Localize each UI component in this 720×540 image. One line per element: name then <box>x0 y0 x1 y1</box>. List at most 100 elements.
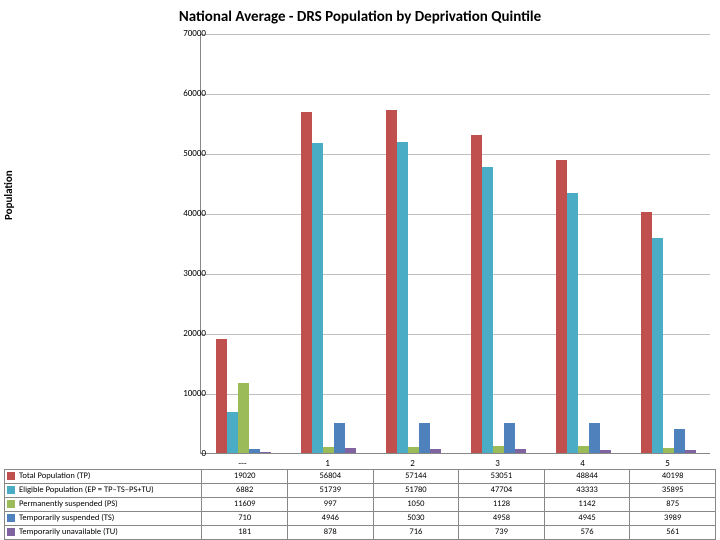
series-name: Temporarily unavailable (TU) <box>19 527 118 537</box>
legend-swatch <box>7 486 15 494</box>
value-cell: 51780 <box>373 484 459 498</box>
bar <box>216 339 227 453</box>
value-cell: 48844 <box>544 470 630 484</box>
value-cell: 181 <box>202 526 288 540</box>
gridline <box>201 214 710 215</box>
legend-swatch <box>7 528 15 536</box>
value-cell: 576 <box>544 526 630 540</box>
bar <box>504 423 515 453</box>
table-row: Permanently suspended (PS)11609997105011… <box>5 498 716 512</box>
gridline <box>201 154 710 155</box>
value-cell: 5030 <box>373 512 459 526</box>
x-tick-label: 2 <box>370 458 455 469</box>
bar <box>652 238 663 453</box>
chart-title: National Average - DRS Population by Dep… <box>0 8 720 26</box>
value-cell: 1142 <box>544 498 630 512</box>
series-name: Total Population (TP) <box>19 471 90 481</box>
y-tick-label: 70000 <box>166 28 206 39</box>
table-row: Temporarily suspended (TS)71049465030495… <box>5 512 716 526</box>
bar <box>430 449 441 453</box>
value-cell: 53051 <box>459 470 545 484</box>
y-axis-label: Population <box>2 170 15 220</box>
value-cell: 43333 <box>544 484 630 498</box>
bar <box>556 160 567 453</box>
series-label-cell: Permanently suspended (PS) <box>5 498 202 512</box>
bar <box>685 450 696 453</box>
value-cell: 739 <box>459 526 545 540</box>
y-tick-label: 20000 <box>166 328 206 339</box>
y-tick-label: 50000 <box>166 148 206 159</box>
gridline <box>201 334 710 335</box>
value-cell: 6882 <box>202 484 288 498</box>
value-cell: 716 <box>373 526 459 540</box>
value-cell: 710 <box>202 512 288 526</box>
value-cell: 1128 <box>459 498 545 512</box>
value-cell: 19020 <box>202 470 288 484</box>
bar <box>589 423 600 453</box>
y-tick-label: 60000 <box>166 88 206 99</box>
value-cell: 561 <box>630 526 716 540</box>
bar <box>515 449 526 453</box>
bar <box>238 383 249 453</box>
x-tick-label: 1 <box>285 458 370 469</box>
series-label-cell: Total Population (TP) <box>5 470 202 484</box>
value-cell: 56804 <box>287 470 373 484</box>
gridline <box>201 394 710 395</box>
value-cell: 4945 <box>544 512 630 526</box>
bar <box>260 452 271 453</box>
bar <box>386 110 397 453</box>
legend-swatch <box>7 514 15 522</box>
y-tick-label: 10000 <box>166 388 206 399</box>
bar <box>567 193 578 453</box>
value-cell: 51739 <box>287 484 373 498</box>
table-row: Total Population (TP) 1902056804571445305… <box>5 470 716 484</box>
bar <box>674 429 685 453</box>
bar <box>663 448 674 453</box>
x-tick-label: --- <box>200 458 285 469</box>
bar <box>323 447 334 453</box>
bar <box>397 142 408 453</box>
legend-swatch <box>7 500 15 508</box>
value-cell: 40198 <box>630 470 716 484</box>
bar <box>600 450 611 453</box>
series-name: Temporarily suspended (TS) <box>19 513 114 523</box>
bar <box>408 447 419 453</box>
gridline <box>201 274 710 275</box>
table-row: Eligible Population (EP = TP–TS–PS+TU) 68… <box>5 484 716 498</box>
series-name: Permanently suspended (PS) <box>19 499 118 509</box>
value-cell: 35895 <box>630 484 716 498</box>
bar <box>227 412 238 453</box>
value-cell: 997 <box>287 498 373 512</box>
bar <box>578 446 589 453</box>
series-label-cell: Temporarily suspended (TS) <box>5 512 202 526</box>
bar <box>334 423 345 453</box>
bar <box>345 448 356 453</box>
bar <box>419 423 430 453</box>
bar <box>471 135 482 453</box>
bar <box>312 143 323 453</box>
gridline <box>201 94 710 95</box>
value-cell: 57144 <box>373 470 459 484</box>
bar <box>493 446 504 453</box>
data-table: Total Population (TP) 1902056804571445305… <box>4 469 716 540</box>
value-cell: 1050 <box>373 498 459 512</box>
bar <box>641 212 652 453</box>
value-cell: 875 <box>630 498 716 512</box>
series-label-cell: Temporarily unavailable (TU) <box>5 526 202 540</box>
x-tick-label: 5 <box>625 458 710 469</box>
legend-swatch <box>7 472 15 480</box>
series-name: Eligible Population (EP = TP–TS–PS+TU) <box>19 485 154 495</box>
gridline <box>201 34 710 35</box>
bar <box>249 449 260 453</box>
bar <box>301 112 312 453</box>
value-cell: 3989 <box>630 512 716 526</box>
value-cell: 11609 <box>202 498 288 512</box>
y-tick-label: 40000 <box>166 208 206 219</box>
y-tick-label: 30000 <box>166 268 206 279</box>
value-cell: 4946 <box>287 512 373 526</box>
table-row: Temporarily unavailable (TU) 181878716739… <box>5 526 716 540</box>
x-tick-label: 3 <box>455 458 540 469</box>
value-cell: 878 <box>287 526 373 540</box>
bar <box>482 167 493 453</box>
series-label-cell: Eligible Population (EP = TP–TS–PS+TU) <box>5 484 202 498</box>
